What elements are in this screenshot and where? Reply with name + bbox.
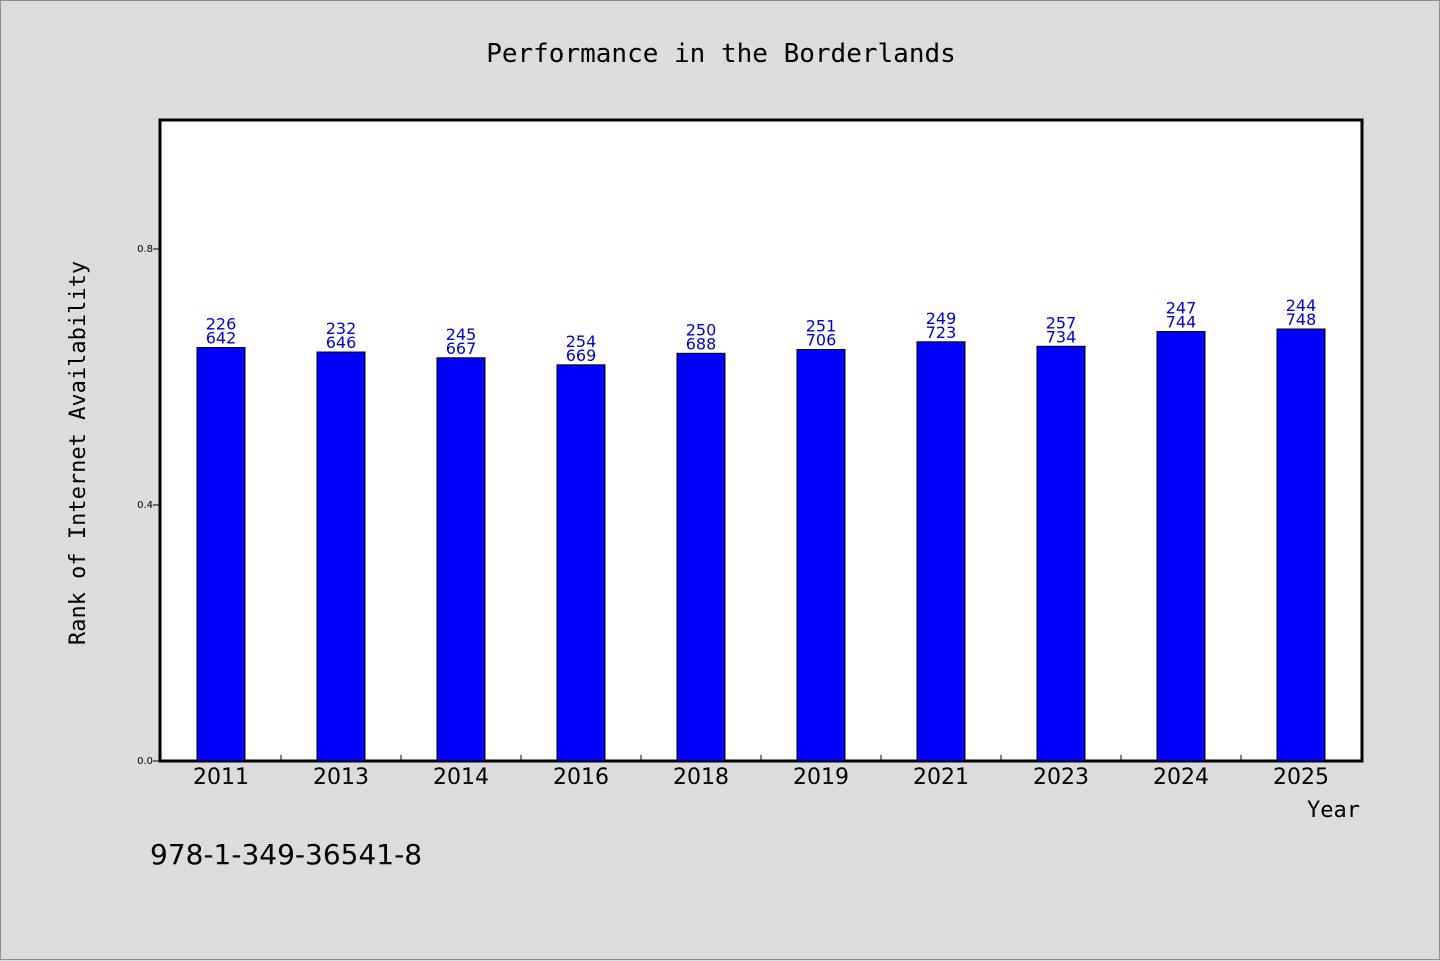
bar-2024 bbox=[1156, 331, 1206, 762]
bar-2018 bbox=[676, 352, 726, 762]
x-axis-label: Year bbox=[1307, 798, 1360, 823]
x-tick-label-2018: 2018 bbox=[673, 765, 729, 790]
footnote-isbn: 978-1-349-36541-8 bbox=[150, 838, 422, 871]
bar-label-bottom-2014: 667 bbox=[446, 339, 477, 358]
y-axis: 0.0 0.4 0.8 bbox=[137, 244, 161, 767]
bar-2021 bbox=[916, 341, 966, 762]
x-tick-label-2021: 2021 bbox=[913, 765, 969, 790]
y-tick-label: 0.0 bbox=[137, 756, 153, 767]
bar-2014 bbox=[436, 357, 486, 762]
bar-label-bottom-2013: 646 bbox=[326, 333, 357, 352]
bar-label-top-2016: 254 bbox=[566, 332, 597, 351]
x-tick-label-2019: 2019 bbox=[793, 765, 849, 790]
x-tick-label-2016: 2016 bbox=[553, 765, 609, 790]
bar-label-bottom-2016: 669 bbox=[566, 346, 597, 365]
x-tick-label-2013: 2013 bbox=[313, 765, 369, 790]
bar-label-top-2021: 249 bbox=[926, 309, 957, 328]
bar-label-top-2013: 232 bbox=[326, 319, 357, 338]
bar-label-bottom-2023: 734 bbox=[1046, 327, 1077, 346]
bar-label-bottom-2011: 642 bbox=[206, 329, 237, 348]
bar-label-bottom-2019: 706 bbox=[806, 330, 837, 349]
chart-title: Performance in the Borderlands bbox=[486, 39, 956, 69]
bar-2023 bbox=[1036, 345, 1086, 762]
y-axis-label: Rank of Internet Availability bbox=[66, 261, 91, 645]
bar-label-top-2025: 244 bbox=[1286, 296, 1317, 315]
bar-2016 bbox=[556, 364, 606, 762]
bar-label-top-2011: 226 bbox=[206, 315, 237, 334]
bar-label-bottom-2025: 748 bbox=[1286, 310, 1317, 329]
x-axis: 2011 2013 2014 2016 2018 2019 2021 2023 2024 2025 bbox=[193, 755, 1329, 790]
x-tick-label-2025: 2025 bbox=[1273, 765, 1329, 790]
y-tick-label: 0.8 bbox=[137, 244, 153, 255]
x-tick-label-2023: 2023 bbox=[1033, 765, 1089, 790]
bar-label-top-2023: 257 bbox=[1046, 313, 1077, 332]
bar-label-bottom-2018: 688 bbox=[686, 334, 717, 353]
bar-2011 bbox=[196, 347, 246, 762]
bar-2019 bbox=[796, 348, 846, 762]
x-tick-label-2011: 2011 bbox=[193, 765, 249, 790]
bar-label-top-2019: 251 bbox=[806, 316, 837, 335]
bar-label-top-2024: 247 bbox=[1166, 299, 1197, 318]
bar-2025 bbox=[1276, 328, 1326, 762]
bar-label-bottom-2021: 723 bbox=[926, 323, 957, 342]
bar-label-top-2014: 245 bbox=[446, 325, 477, 344]
y-tick-label: 0.4 bbox=[137, 500, 153, 511]
bar-label-bottom-2024: 744 bbox=[1166, 313, 1197, 332]
x-tick-label-2024: 2024 bbox=[1153, 765, 1209, 790]
x-tick-label-2014: 2014 bbox=[433, 765, 489, 790]
bar-label-top-2018: 250 bbox=[686, 320, 717, 339]
bar-2013 bbox=[316, 351, 366, 762]
